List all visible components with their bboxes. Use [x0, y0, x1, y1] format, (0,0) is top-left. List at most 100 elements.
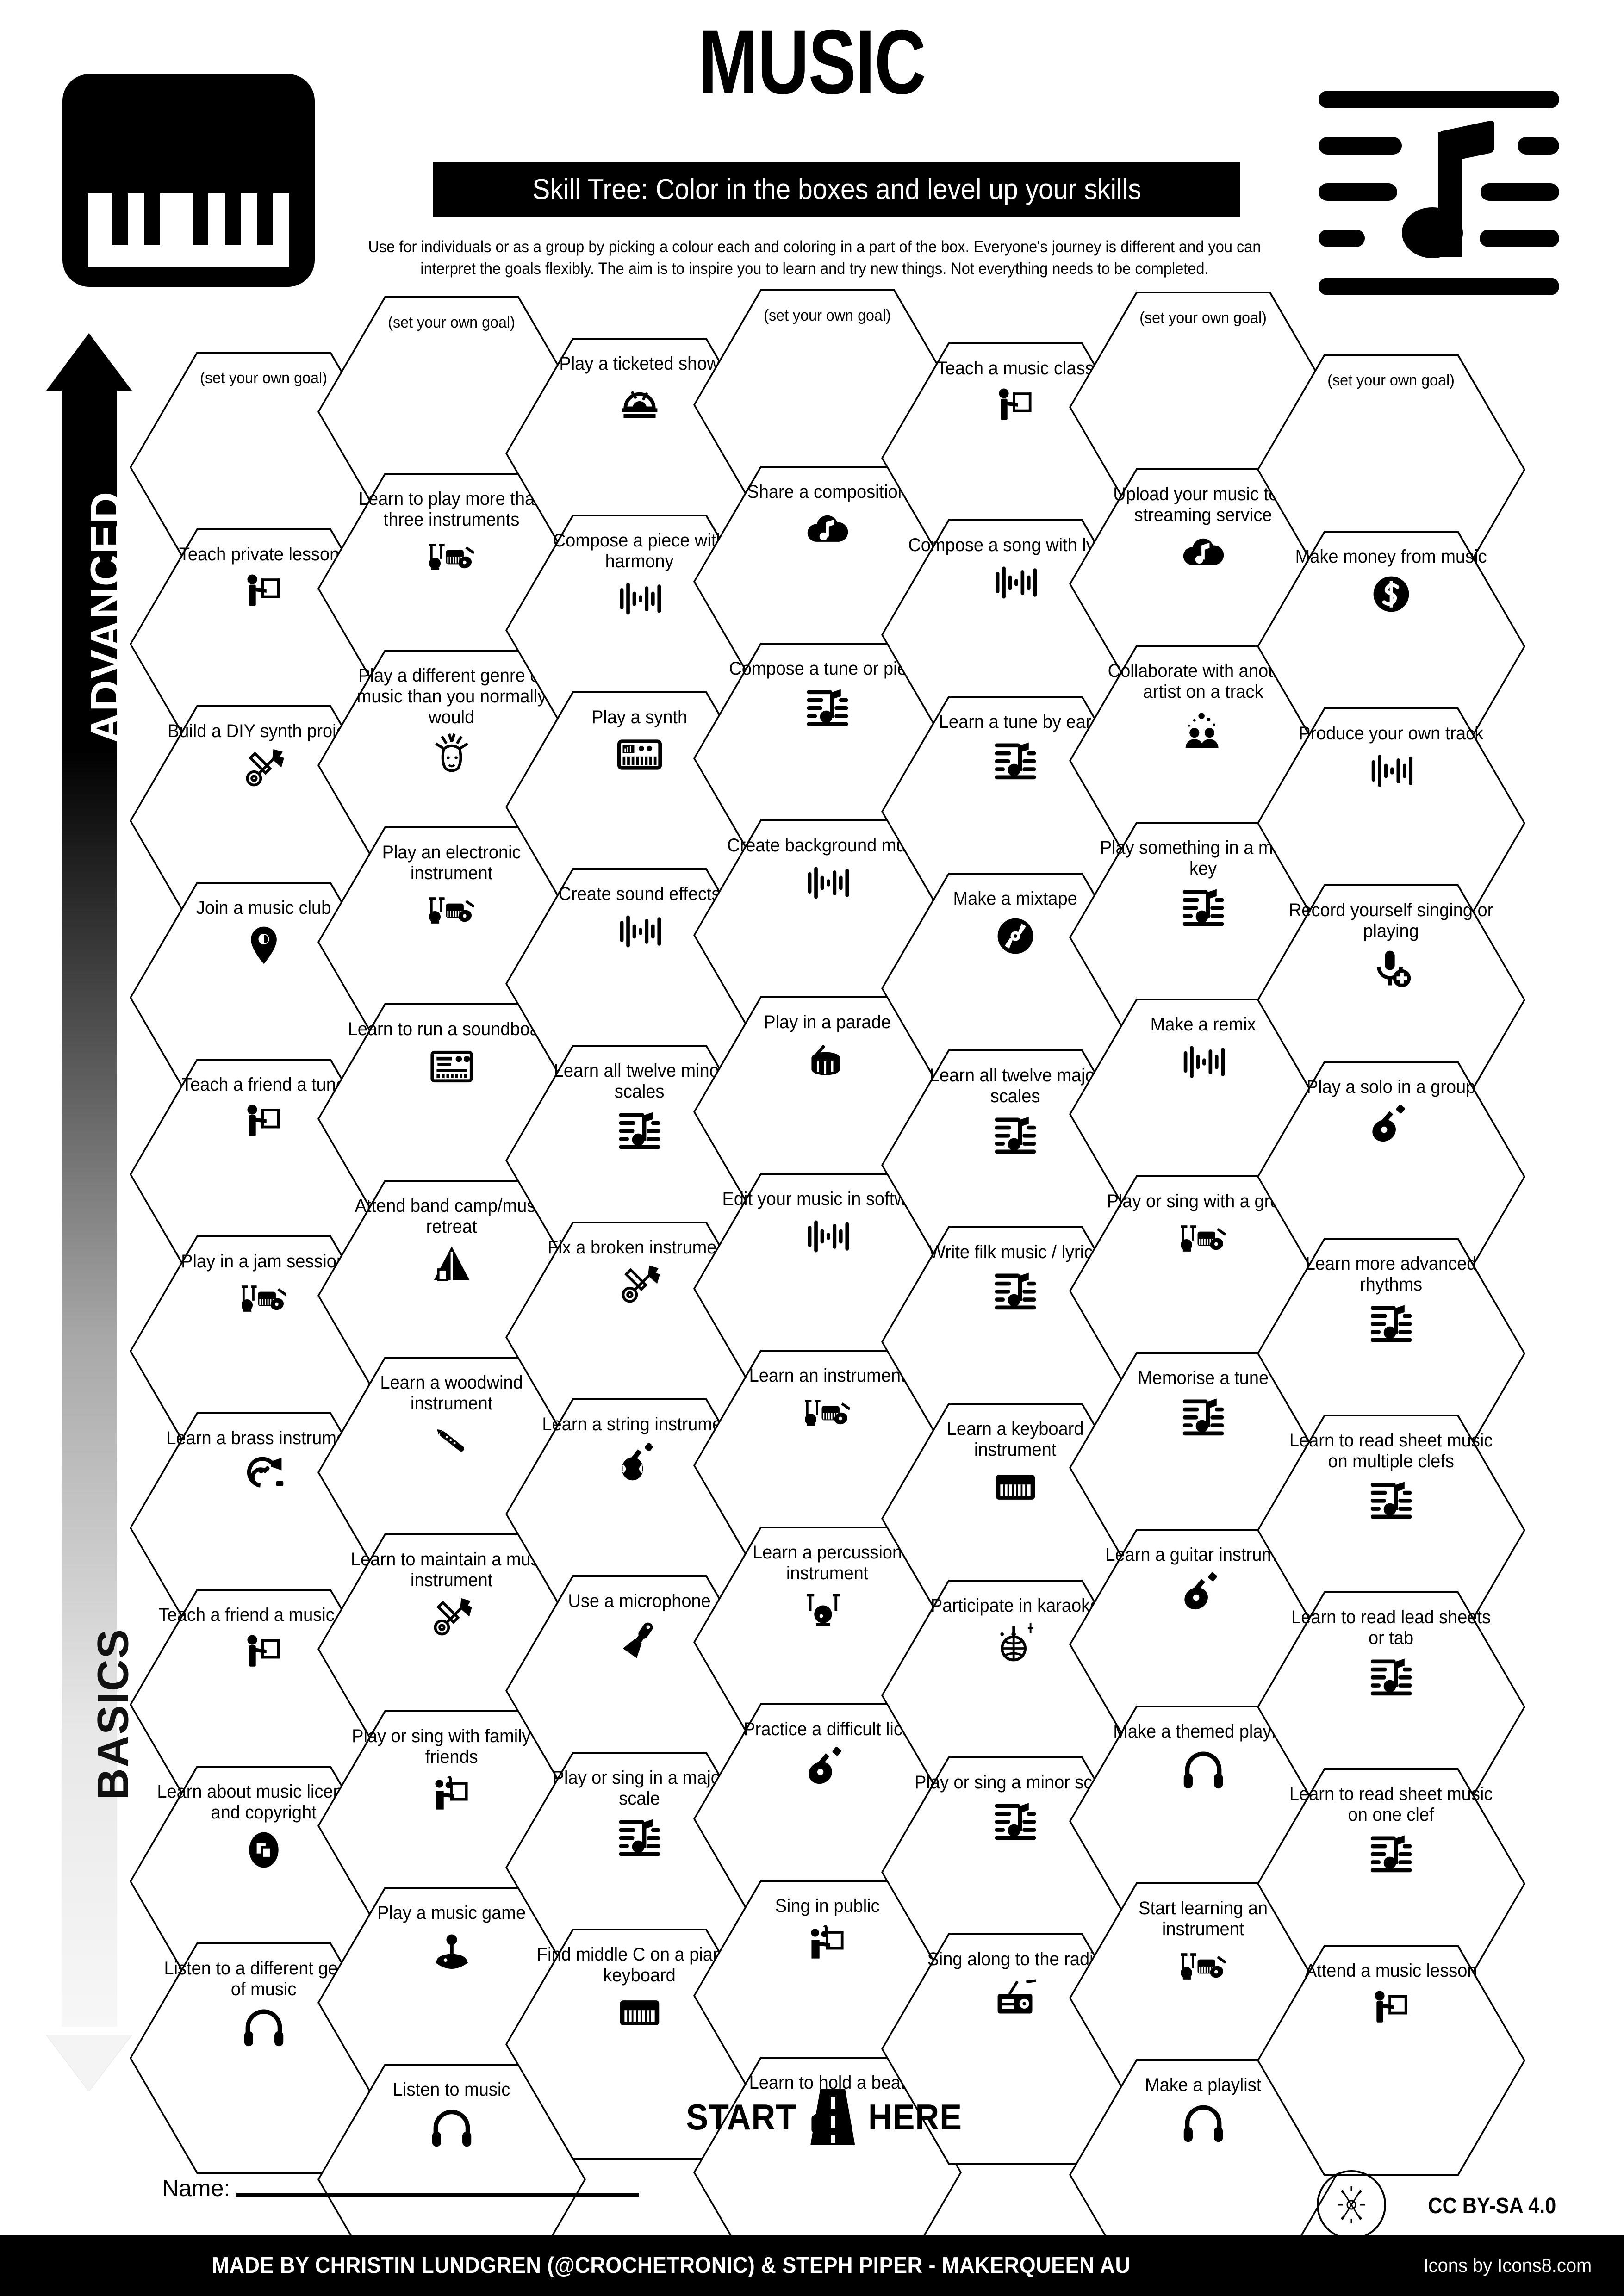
sheet-note-icon [993, 1798, 1038, 1842]
band-instruments-icon [429, 888, 474, 933]
tent-icon [429, 1242, 474, 1286]
waveform-icon [993, 560, 1038, 605]
dollar-icon [1369, 572, 1413, 616]
arrow-head-up-icon [46, 333, 132, 391]
start-word: START [686, 2096, 796, 2137]
name-field-row: Name: [162, 2175, 640, 2202]
mic-add-icon [1369, 946, 1413, 991]
skill-label: Listen to music [393, 2079, 510, 2100]
waveform-icon [1369, 749, 1413, 793]
skill-label: Make money from music [1295, 546, 1487, 567]
waveform-icon [805, 1214, 850, 1259]
skill-label: Play a synth [591, 707, 688, 727]
skill-label: Sing in public [775, 1896, 880, 1916]
sing-teach-icon [805, 1921, 850, 1966]
skill-label: Learn a brass instrument [166, 1428, 361, 1448]
skill-label: Learn to play more than three instrument… [359, 489, 545, 530]
guitar-icon [1181, 1570, 1226, 1614]
page-header: MUSIC Skill Tree: Color in the boxes and… [0, 0, 1624, 305]
skill-label: Learn all twelve minor scales [554, 1061, 725, 1102]
skill-label: Teach private lessons [179, 544, 348, 565]
skill-label: Teach a friend a tune [181, 1074, 346, 1095]
skill-label: Teach a music class [936, 358, 1095, 379]
waveform-icon [1181, 1040, 1226, 1084]
skill-label: Play an electronic instrument [382, 842, 521, 883]
disco-ball-icon [993, 1621, 1038, 1665]
skill-label: (set your own goal) [1139, 309, 1267, 327]
skill-label: Play in a jam session [181, 1251, 347, 1272]
skill-label: Practice a difficult lick [743, 1719, 912, 1739]
band-instruments-icon [429, 535, 474, 579]
skill-label: Record yourself singing or playing [1289, 900, 1493, 941]
teacher-icon [242, 570, 286, 614]
teacher-icon [1369, 1986, 1413, 2030]
subtitle-text: Skill Tree: Color in the boxes and level… [532, 173, 1141, 205]
skill-label: Play or sing in a major scale [553, 1768, 727, 1809]
maker-badge-icon [1317, 2170, 1386, 2240]
skill-label: (set your own goal) [388, 314, 516, 331]
skill-label: Learn to run a soundboard [348, 1019, 555, 1039]
band-instruments-icon [242, 1277, 286, 1321]
sheet-note-icon [1369, 1300, 1413, 1344]
teacher-icon [242, 1630, 286, 1675]
percussion-icon [805, 1589, 850, 1633]
skill-label: Play a solo in a group [1307, 1077, 1476, 1097]
skill-label: Learn a percussion instrument [753, 1542, 902, 1583]
skill-label: (set your own goal) [1327, 372, 1455, 389]
synth-keys-icon [617, 732, 662, 777]
sheet-note-icon [1369, 1477, 1413, 1521]
skill-label: Learn more advanced rhythms [1306, 1253, 1477, 1295]
headphones-icon [242, 2004, 286, 2049]
teacher-icon [242, 1100, 286, 1144]
skill-label: Compose a piece with harmony [553, 530, 726, 571]
instructions-text: Use for individuals or as a group by pic… [368, 238, 1261, 278]
headphones-icon [429, 2105, 474, 2149]
skill-label: Play or sing with family or friends [352, 1726, 552, 1767]
skill-hex[interactable]: Learn to read lead sheets or tab [1257, 1591, 1525, 1823]
microphone-icon [617, 1616, 662, 1661]
skill-label: Learn a woodwind instrument [380, 1372, 523, 1414]
flute-icon [429, 1419, 474, 1463]
skill-hex[interactable]: (set your own goal) [1069, 292, 1338, 523]
piano-keyboard-icon [62, 74, 315, 287]
skill-label: Learn to read sheet music on one clef [1289, 1784, 1493, 1825]
skill-label: Participate in karaoke [931, 1595, 1100, 1616]
skill-label: Learn to read lead sheets or tab [1291, 1607, 1491, 1648]
license-text: CC BY-SA 4.0 [1428, 2194, 1556, 2218]
skill-label: Use a microphone [568, 1591, 711, 1611]
sheet-note-icon [617, 1107, 662, 1151]
skill-label: Collaborate with another artist on a tra… [1108, 661, 1299, 702]
skill-label: Learn to maintain a music instrument [351, 1549, 553, 1590]
french-horn-icon [242, 1453, 286, 1498]
skill-label: Make a themed playlist [1113, 1721, 1294, 1742]
sheet-note-icon [993, 1111, 1038, 1156]
vinyl-icon [993, 914, 1038, 958]
skill-label: Upload your music to a streaming service [1113, 484, 1294, 525]
waveform-icon [617, 909, 662, 954]
arrow-shaft-gradient [62, 389, 117, 2027]
band-instruments-icon [1181, 1944, 1226, 1989]
page-title: MUSIC [698, 11, 926, 113]
skill-hex[interactable]: Attend a music lesson [1257, 1945, 1525, 2176]
skill-label: (set your own goal) [200, 369, 328, 387]
start-here-marker: START HERE [639, 2087, 1009, 2147]
soundboard-icon [429, 1044, 474, 1089]
name-label: Name: [162, 2175, 230, 2201]
skill-label: Learn to read sheet music on multiple cl… [1289, 1430, 1493, 1471]
skill-label: Build a DIY synth project [168, 721, 360, 741]
ticket-stage-icon [617, 379, 662, 423]
guitar-icon [805, 1744, 850, 1789]
punk-head-icon [429, 732, 474, 776]
skill-label: Fix a broken instrument [548, 1237, 732, 1258]
cloud-note-icon [805, 507, 850, 552]
sheet-note-icon [805, 684, 850, 728]
skill-label: Share a composition [747, 482, 908, 502]
name-input[interactable] [236, 2193, 640, 2197]
cloud-note-icon [1181, 530, 1226, 575]
sheet-note-icon [993, 1267, 1038, 1312]
skill-label: Start learning an instrument [1139, 1898, 1268, 1939]
subtitle-banner: Skill Tree: Color in the boxes and level… [433, 162, 1240, 217]
skill-hex[interactable]: Learn more advanced rhythms [1257, 1238, 1525, 1469]
headphones-icon [1181, 1747, 1226, 1791]
skill-label: Create background music [727, 835, 928, 856]
